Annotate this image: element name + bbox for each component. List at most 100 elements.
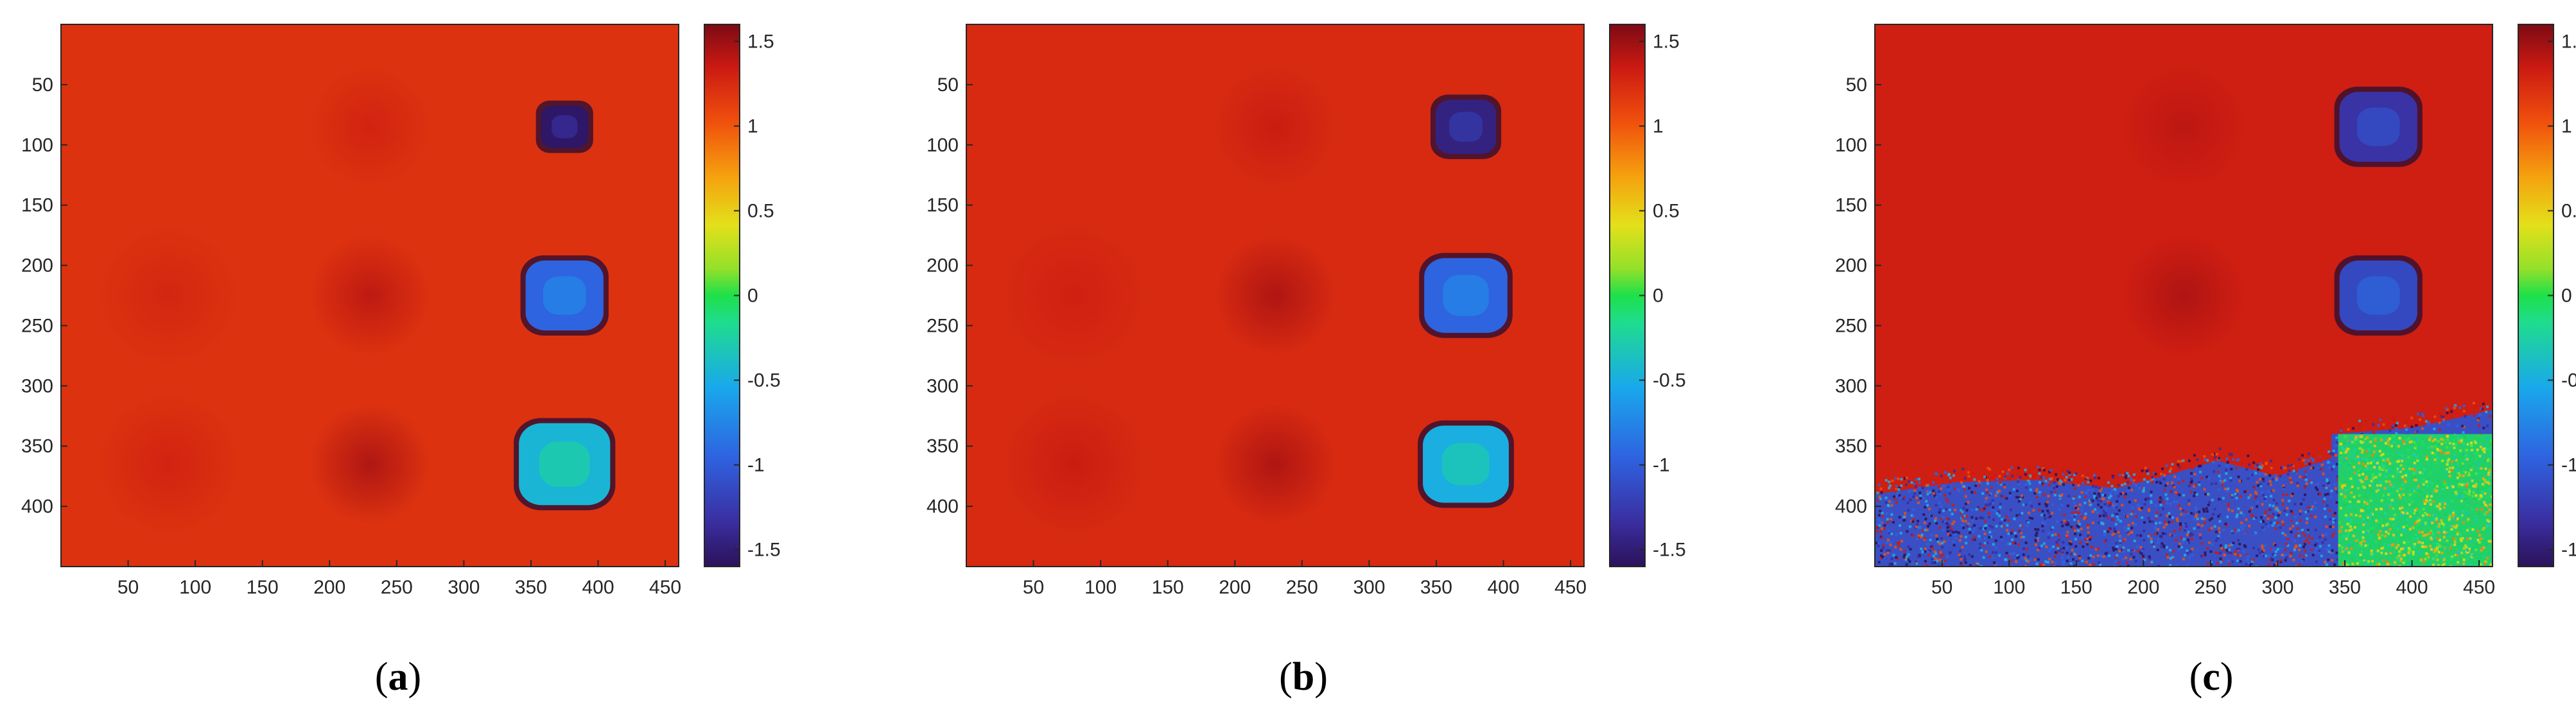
y-tick-label: 150 bbox=[21, 195, 53, 216]
colorbar bbox=[1609, 24, 1646, 567]
soft-spot bbox=[309, 404, 431, 525]
x-tick-label: 300 bbox=[1353, 577, 1385, 598]
soft-spot bbox=[1003, 393, 1145, 535]
y-tick-label: 250 bbox=[1835, 315, 1867, 336]
soft-spot bbox=[309, 235, 431, 356]
panel-label: (b) bbox=[1279, 655, 1328, 699]
x-tick-label: 450 bbox=[2463, 577, 2495, 598]
heatmap-area bbox=[1875, 66, 2493, 567]
heatmap-area bbox=[1003, 66, 1514, 535]
axes-box bbox=[966, 24, 1585, 567]
colorbar-tick-label: 1.5 bbox=[747, 31, 774, 52]
soft-spot bbox=[98, 225, 239, 366]
colorbar-tick-label: 0 bbox=[2561, 286, 2572, 307]
y-tick-label: 50 bbox=[1846, 74, 1867, 96]
x-tick-label: 350 bbox=[2329, 577, 2361, 598]
y-tick-label: 100 bbox=[1835, 135, 1867, 156]
x-tick-label: 100 bbox=[179, 577, 211, 598]
colorbar-tick-label: 0 bbox=[747, 286, 758, 307]
y-tick-label: 100 bbox=[927, 135, 959, 156]
y-tick-label: 400 bbox=[21, 496, 53, 517]
panel-b: 50 100 150 200 250 300 350 400 450 50 100 150 200 250… bbox=[927, 24, 1686, 699]
soft-spot bbox=[98, 393, 239, 535]
x-tick-label: 450 bbox=[1554, 577, 1587, 598]
x-tick-label: 100 bbox=[1993, 577, 2025, 598]
colorbar-tick-label: 0 bbox=[1653, 286, 1664, 307]
y-tick-label: 350 bbox=[1835, 436, 1867, 457]
x-tick-label: 350 bbox=[515, 577, 547, 598]
colorbar-tick-label: -1 bbox=[1653, 455, 1670, 476]
x-tick-label: 200 bbox=[2127, 577, 2159, 598]
x-tick-label: 400 bbox=[582, 577, 614, 598]
soft-spot bbox=[1214, 235, 1336, 356]
colorbar-tick-label: 0.5 bbox=[2561, 200, 2576, 221]
colorbar-tick-label: 0.5 bbox=[747, 200, 774, 221]
y-tick-label: 200 bbox=[1835, 255, 1867, 277]
soft-spot bbox=[1214, 66, 1336, 187]
x-tick-label: 200 bbox=[1219, 577, 1251, 598]
colorbar-tick-label: -0.5 bbox=[2561, 370, 2576, 391]
x-tick-label: 250 bbox=[381, 577, 413, 598]
y-tick-label: 200 bbox=[21, 255, 53, 277]
soft-spot bbox=[309, 66, 431, 187]
soft-spot bbox=[2123, 66, 2245, 187]
x-tick-label: 350 bbox=[1420, 577, 1452, 598]
colorbar-tick-label: 1.5 bbox=[1653, 31, 1680, 52]
colorbar-tick-label: 1 bbox=[2561, 115, 2572, 137]
x-tick-label: 250 bbox=[2195, 577, 2227, 598]
y-tick-label: 50 bbox=[937, 74, 959, 96]
x-tick-label: 50 bbox=[117, 577, 139, 598]
x-tick-label: 150 bbox=[247, 577, 279, 598]
y-tick-label: 150 bbox=[927, 195, 959, 216]
y-tick-label: 300 bbox=[21, 375, 53, 397]
y-tick-label: 150 bbox=[1835, 195, 1867, 216]
y-tick-label: 50 bbox=[32, 74, 53, 96]
colorbar-tick-label: 1 bbox=[747, 115, 758, 137]
y-tick-label: 100 bbox=[21, 135, 53, 156]
colorbar-tick-label: -1 bbox=[2561, 455, 2576, 476]
panel-c: 50 100 150 200 250 300 350 400 450 50 100 150 200 250… bbox=[1835, 24, 2576, 699]
x-tick-label: 150 bbox=[2060, 577, 2093, 598]
axes-box bbox=[60, 24, 679, 567]
x-tick-label: 300 bbox=[2261, 577, 2293, 598]
x-tick-label: 400 bbox=[2396, 577, 2428, 598]
x-tick-label: 50 bbox=[1931, 577, 1953, 598]
y-tick-label: 300 bbox=[1835, 375, 1867, 397]
axes-box bbox=[1874, 24, 2493, 567]
soft-spot bbox=[1003, 225, 1145, 366]
colorbar-tick-label: 0.5 bbox=[1653, 200, 1680, 221]
colorbar bbox=[704, 24, 740, 567]
y-tick-label: 400 bbox=[1835, 496, 1867, 517]
heatmap-area bbox=[98, 66, 616, 535]
x-tick-label: 50 bbox=[1023, 577, 1044, 598]
y-tick-label: 200 bbox=[927, 255, 959, 277]
colorbar-tick-label: -1.5 bbox=[2561, 540, 2576, 561]
y-tick-label: 300 bbox=[927, 375, 959, 397]
soft-spot bbox=[1214, 404, 1336, 525]
colorbar-tick-label: -1 bbox=[747, 455, 765, 476]
y-tick-label: 350 bbox=[21, 436, 53, 457]
x-tick-label: 250 bbox=[1286, 577, 1318, 598]
y-tick-label: 400 bbox=[927, 496, 959, 517]
colorbar-tick-label: 1.5 bbox=[2561, 31, 2576, 52]
x-tick-label: 100 bbox=[1084, 577, 1117, 598]
panel-a: 50 100 150 200 250 300 350 400 450 50 100 150 200 250… bbox=[21, 24, 781, 699]
panel-label: (a) bbox=[375, 655, 421, 699]
x-tick-label: 400 bbox=[1487, 577, 1519, 598]
y-tick-label: 350 bbox=[927, 436, 959, 457]
colorbar-tick-label: -0.5 bbox=[1653, 370, 1686, 391]
y-tick-label: 250 bbox=[927, 315, 959, 336]
soft-spot bbox=[2123, 235, 2245, 356]
x-tick-label: 300 bbox=[448, 577, 480, 598]
x-tick-label: 450 bbox=[649, 577, 681, 598]
colorbar-tick-label: 1 bbox=[1653, 115, 1664, 137]
x-tick-label: 150 bbox=[1152, 577, 1184, 598]
colorbar-tick-label: -0.5 bbox=[747, 370, 781, 391]
panel-label: (c) bbox=[2189, 655, 2234, 699]
colorbar-tick-label: -1.5 bbox=[1653, 540, 1686, 561]
x-tick-label: 200 bbox=[313, 577, 345, 598]
colorbar bbox=[2518, 24, 2554, 567]
colorbar-tick-label: -1.5 bbox=[747, 540, 781, 561]
y-tick-label: 250 bbox=[21, 315, 53, 336]
